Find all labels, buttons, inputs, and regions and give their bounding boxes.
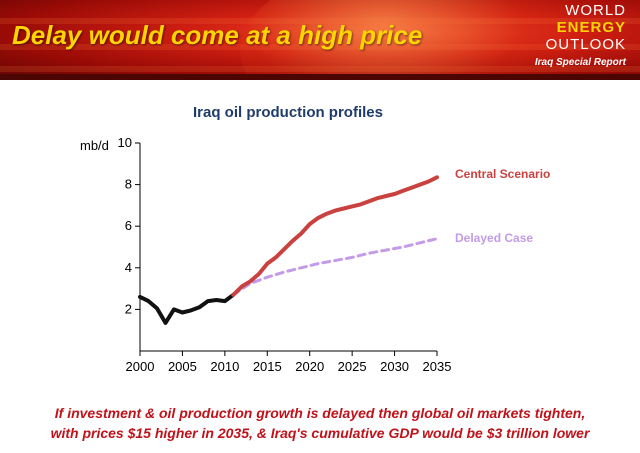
globe-graphic bbox=[240, 0, 600, 80]
y-tick-label: 4 bbox=[125, 260, 132, 275]
x-tick-label: 2035 bbox=[423, 359, 452, 374]
x-tick-label: 2025 bbox=[338, 359, 367, 374]
caption-line-2: with prices $15 higher in 2035, & Iraq's… bbox=[50, 425, 590, 441]
series-line-delayed-case bbox=[231, 237, 439, 297]
logo-line-outlook: OUTLOOK bbox=[545, 36, 626, 53]
legend-label-delayed-case: Delayed Case bbox=[455, 231, 533, 245]
x-tick-label: 2015 bbox=[253, 359, 282, 374]
x-tick-label: 2020 bbox=[295, 359, 324, 374]
y-tick-label: 6 bbox=[125, 218, 132, 233]
x-tick-label: 2005 bbox=[168, 359, 197, 374]
slide-title: Delay would come at a high price bbox=[12, 20, 423, 50]
y-tick-label: 10 bbox=[118, 135, 132, 150]
logo-subtitle: Iraq Special Report bbox=[534, 57, 626, 68]
chart-title: Iraq oil production profiles bbox=[192, 104, 383, 121]
series-line-historical bbox=[138, 292, 236, 325]
y-tick-label: 2 bbox=[125, 301, 132, 316]
y-tick-label: 8 bbox=[125, 177, 132, 192]
y-axis-label: mb/d bbox=[80, 138, 109, 153]
header-banner: Delay would come at a high price WORLD E… bbox=[0, 0, 640, 80]
weo-logo: WORLD ENERGY OUTLOOK Iraq Special Report bbox=[535, 2, 626, 68]
caption: If investment & oil production growth is… bbox=[0, 403, 640, 443]
logo-line-world: WORLD bbox=[565, 2, 626, 19]
x-tick-label: 2030 bbox=[380, 359, 409, 374]
logo-line-energy: ENERGY bbox=[556, 19, 626, 36]
series-line-central-scenario bbox=[231, 175, 439, 297]
caption-line-1: If investment & oil production growth is… bbox=[54, 405, 586, 421]
legend-label-central-scenario: Central Scenario bbox=[455, 167, 550, 181]
x-tick-label: 2010 bbox=[210, 359, 239, 374]
x-tick-label: 2000 bbox=[126, 359, 155, 374]
